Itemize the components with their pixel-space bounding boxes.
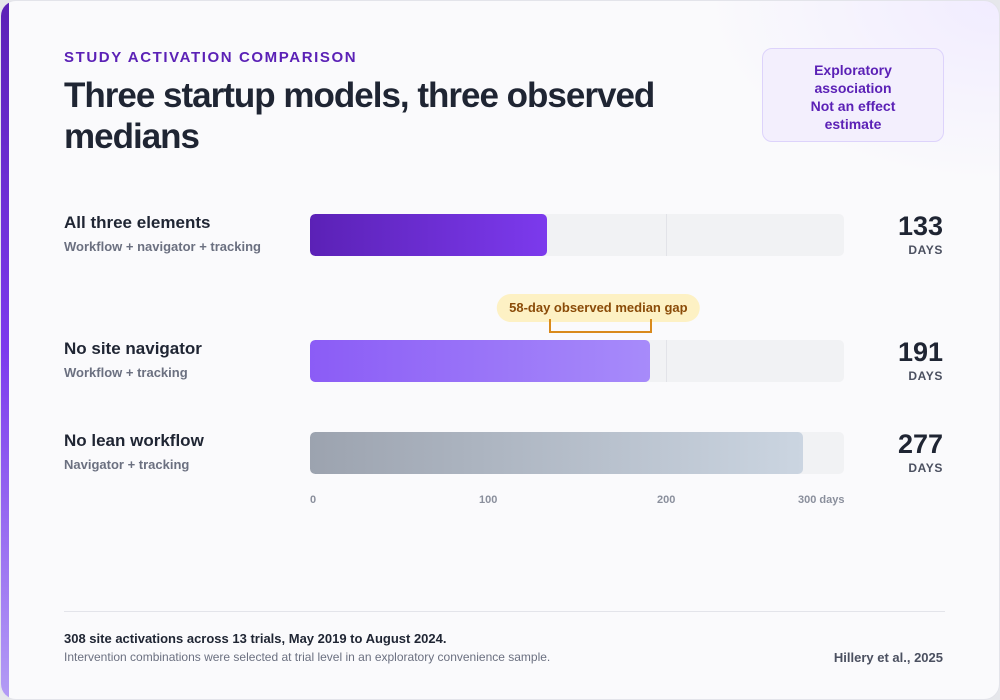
category-label: All three elements (64, 213, 211, 232)
category-subtitle: Workflow + tracking (64, 365, 188, 380)
data-label: 191 (897, 337, 943, 367)
category-label: No site navigator (64, 339, 202, 358)
data-label: 277 (897, 429, 943, 459)
row-label-no-lean-workflow: No lean workflow Navigator + tracking (64, 431, 204, 472)
footer-note: Intervention combinations were selected … (64, 650, 551, 664)
category-label: No lean workflow (64, 431, 204, 450)
value-box-no-lean-workflow: 277 DAYS (898, 429, 943, 475)
gridline (666, 214, 667, 256)
bar-track (310, 432, 844, 474)
bar-no-lean-workflow (310, 432, 804, 474)
category-subtitle: Workflow + navigator + tracking (64, 239, 261, 254)
data-label: 133 (897, 211, 943, 241)
median-gap-bracket (548, 319, 652, 333)
x-tick-label: 200 (657, 494, 676, 506)
category-subtitle: Navigator + tracking (64, 457, 190, 472)
badge-line: Exploratory (814, 62, 892, 78)
bar-no-site-navigator (310, 340, 650, 382)
bar-track (310, 214, 844, 256)
row-label-no-navigator: No site navigator Workflow + tracking (64, 339, 202, 380)
x-tick-label: 0 (310, 494, 317, 506)
unit-label: DAYS (908, 461, 943, 475)
exploratory-badge: Exploratory association Not an effect es… (762, 48, 944, 142)
badge-line: estimate (824, 116, 882, 132)
footer-summary: 308 site activations across 13 trials, M… (64, 631, 447, 646)
value-box-no-navigator: 191 DAYS (898, 337, 943, 383)
row-label-all-three: All three elements Workflow + navigator … (64, 213, 261, 254)
value-box-all-three: 133 DAYS (898, 211, 943, 257)
chart-title: Three startup models, three observed med… (64, 76, 655, 156)
badge-line: association (814, 80, 892, 96)
accent-strip (1, 1, 9, 699)
bar-all-three-elements (310, 214, 547, 256)
gridline (666, 340, 667, 382)
unit-label: DAYS (908, 369, 943, 383)
badge-line: Not an effect (810, 98, 896, 114)
eyebrow-label: STUDY ACTIVATION COMPARISON (64, 49, 358, 66)
median-gap-annotation: 58-day observed median gap (497, 294, 700, 322)
x-tick-label: 100 (479, 494, 498, 506)
bar-track (310, 340, 844, 382)
unit-label: DAYS (908, 243, 943, 257)
x-tick-label: 300 days (798, 494, 845, 506)
footer-divider (64, 611, 945, 612)
footer-citation: Hillery et al., 2025 (833, 650, 943, 665)
